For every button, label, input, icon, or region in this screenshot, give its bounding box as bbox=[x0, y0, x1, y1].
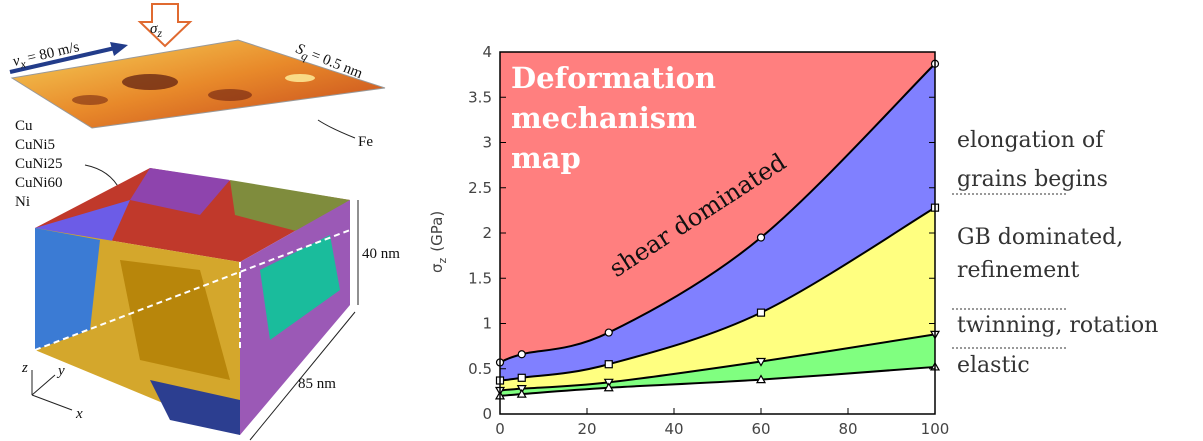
x-tick-label: 20 bbox=[577, 420, 596, 438]
y-tick-label: 0.5 bbox=[468, 360, 492, 378]
counterbody-label: Fe bbox=[358, 134, 373, 150]
material-arrow bbox=[85, 165, 120, 190]
y-label-subscript: z bbox=[436, 257, 449, 263]
region-label: elongation of bbox=[957, 128, 1105, 153]
surface-pit bbox=[208, 89, 252, 101]
x-tick-label: 60 bbox=[751, 420, 770, 438]
x-tick-label: 100 bbox=[921, 420, 950, 438]
figure: σz vx= 80 m/s Sq= 0.5 nm Fe CuCuNi5CuNi2… bbox=[0, 0, 1203, 441]
material-label: CuNi5 bbox=[15, 137, 55, 153]
chart-title: mechanism bbox=[511, 101, 697, 135]
y-tick-label: 3.5 bbox=[468, 88, 492, 106]
y-tick-label: 4 bbox=[482, 43, 492, 61]
surface-pit bbox=[72, 95, 108, 105]
axis-label: x bbox=[75, 406, 83, 422]
axis-label: y bbox=[56, 363, 65, 379]
y-tick-label: 1.5 bbox=[468, 269, 492, 287]
region-label: refinement bbox=[957, 258, 1079, 283]
fe-arrow bbox=[318, 120, 355, 138]
y-axis-label: σz (GPa) bbox=[428, 211, 449, 273]
marker bbox=[518, 374, 525, 381]
y-tick-label: 2 bbox=[482, 224, 492, 242]
axis-y bbox=[32, 375, 55, 395]
region-label: twinning, rotation bbox=[957, 313, 1158, 338]
chart: 00.511.522.533.54020406080100Cuat% Niσz(… bbox=[428, 43, 1158, 441]
y-tick-label: 0 bbox=[482, 405, 492, 423]
height-label: 40 nm bbox=[362, 246, 400, 262]
width-label: 85 nm bbox=[298, 376, 336, 392]
axis-label: z bbox=[21, 360, 28, 376]
marker bbox=[758, 309, 765, 316]
y-label-symbol: σ bbox=[428, 263, 446, 273]
stress-arrow bbox=[140, 4, 190, 46]
region-label: GB dominated, bbox=[957, 225, 1123, 250]
marker bbox=[518, 351, 525, 358]
material-label: Cu bbox=[15, 118, 33, 134]
region-label: elastic bbox=[957, 353, 1030, 378]
y-label-unit: (GPa) bbox=[428, 211, 446, 252]
axis-x bbox=[32, 395, 72, 410]
material-list: Cu CuNi5 CuNi25 CuNi60 Ni bbox=[15, 118, 63, 210]
surface-bump bbox=[285, 74, 315, 82]
marker bbox=[758, 234, 765, 241]
velocity-arrow-head bbox=[110, 42, 128, 56]
y-tick-label: 2.5 bbox=[468, 179, 492, 197]
illustration: σz vx= 80 m/s Sq= 0.5 nm Fe CuCuNi5CuNi2… bbox=[10, 4, 400, 440]
x-tick-label: 40 bbox=[664, 420, 683, 438]
y-tick-label: 3 bbox=[482, 134, 492, 152]
y-tick-label: 1 bbox=[482, 315, 492, 333]
marker bbox=[605, 361, 612, 368]
material-label: CuNi25 bbox=[15, 156, 63, 172]
chart-title: map bbox=[511, 141, 581, 175]
x-tick-label: 0 bbox=[495, 420, 505, 438]
x-tick-label: 80 bbox=[838, 420, 857, 438]
chart-title: Deformation bbox=[511, 61, 716, 95]
surface-pit bbox=[122, 74, 178, 90]
marker bbox=[605, 329, 612, 336]
region-label: grains begins bbox=[957, 167, 1108, 192]
material-label: Ni bbox=[15, 194, 30, 210]
material-label: CuNi60 bbox=[15, 175, 63, 191]
